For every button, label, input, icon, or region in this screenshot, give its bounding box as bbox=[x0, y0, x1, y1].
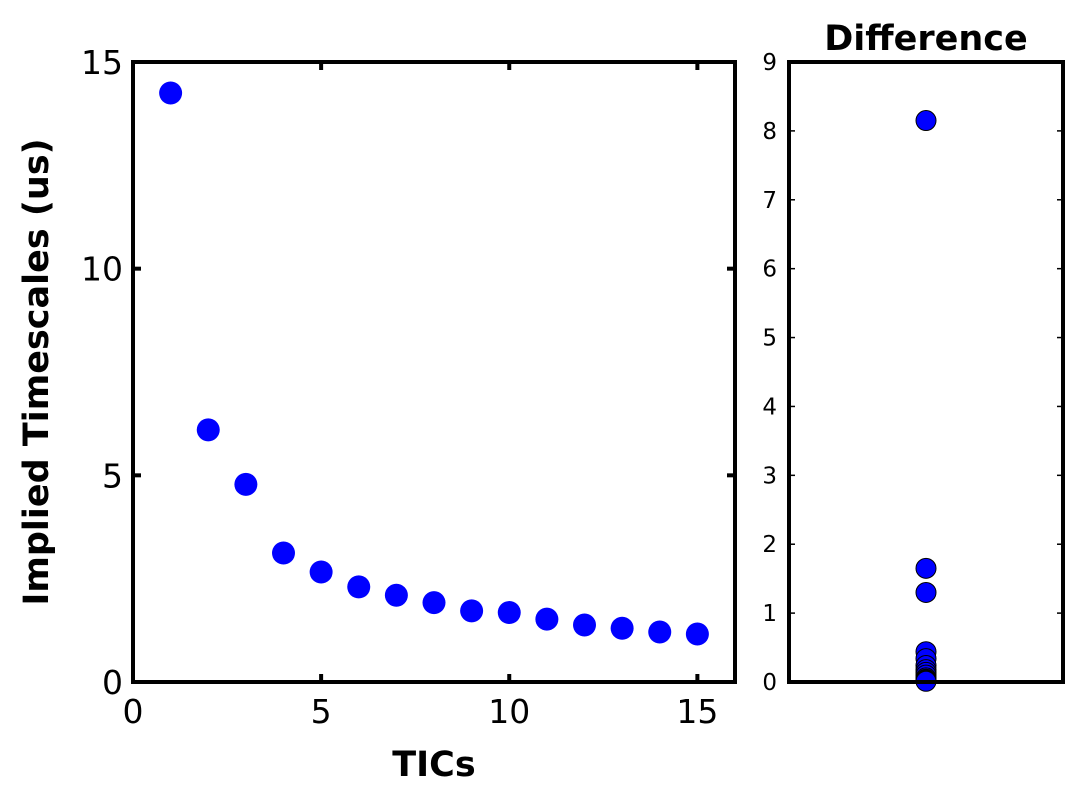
difference-y-tick-label: 5 bbox=[762, 326, 777, 352]
difference-y-tick-label: 9 bbox=[762, 50, 777, 76]
timescales-chart: 0 5 10 15 0 5 10 15 TICs Implied Timescales (u… bbox=[17, 43, 737, 785]
difference-point bbox=[915, 557, 937, 579]
difference-y-tick-label: 2 bbox=[762, 532, 777, 558]
y-tick-label: 10 bbox=[81, 250, 123, 289]
y-tick-label: 0 bbox=[102, 663, 123, 702]
timescale-point bbox=[685, 622, 709, 646]
timescale-point bbox=[422, 591, 446, 615]
timescale-point bbox=[648, 620, 672, 644]
timescales-plot-frame bbox=[131, 60, 737, 684]
timescales-points bbox=[159, 81, 709, 646]
timescales-y-ticks: 0 5 10 15 bbox=[81, 43, 735, 702]
difference-point bbox=[915, 581, 937, 603]
timescales-x-ticks: 0 5 10 15 bbox=[123, 62, 718, 731]
y-tick-label: 5 bbox=[102, 456, 123, 495]
timescale-point bbox=[535, 607, 559, 631]
difference-y-tick-label: 6 bbox=[762, 257, 777, 283]
difference-title: Difference bbox=[824, 19, 1028, 59]
difference-y-tick-label: 4 bbox=[762, 394, 777, 420]
timescale-point bbox=[347, 575, 371, 599]
x-tick-label: 15 bbox=[676, 692, 718, 731]
difference-chart: 0 1 2 3 4 5 6 7 8 9 Difference bbox=[762, 19, 1065, 696]
timescale-point bbox=[384, 583, 408, 607]
difference-point bbox=[915, 110, 937, 132]
difference-y-tick-label: 0 bbox=[762, 670, 777, 696]
timescales-x-axis-label: TICs bbox=[392, 745, 475, 785]
timescale-point bbox=[610, 616, 634, 640]
difference-y-tick-label: 1 bbox=[762, 601, 777, 627]
difference-points bbox=[915, 110, 937, 692]
timescale-point bbox=[234, 472, 258, 496]
timescale-point bbox=[196, 418, 220, 442]
timescale-point bbox=[272, 541, 295, 565]
timescale-point bbox=[497, 601, 521, 625]
difference-y-tick-label: 8 bbox=[762, 119, 777, 145]
timescale-point bbox=[460, 599, 484, 623]
timescale-point bbox=[159, 81, 183, 105]
y-tick-label: 15 bbox=[81, 43, 123, 82]
x-tick-label: 5 bbox=[311, 692, 332, 731]
timescale-point bbox=[309, 560, 333, 584]
x-tick-label: 10 bbox=[488, 692, 530, 731]
x-tick-label: 0 bbox=[123, 692, 144, 731]
difference-y-tick-label: 3 bbox=[762, 463, 777, 489]
timescale-point bbox=[573, 613, 596, 637]
difference-y-ticks: 0 1 2 3 4 5 6 7 8 9 bbox=[762, 50, 1063, 696]
timescales-y-axis-label: Implied Timescales (us) bbox=[17, 138, 57, 605]
difference-y-tick-label: 7 bbox=[762, 188, 777, 214]
difference-plot-frame bbox=[787, 60, 1065, 684]
